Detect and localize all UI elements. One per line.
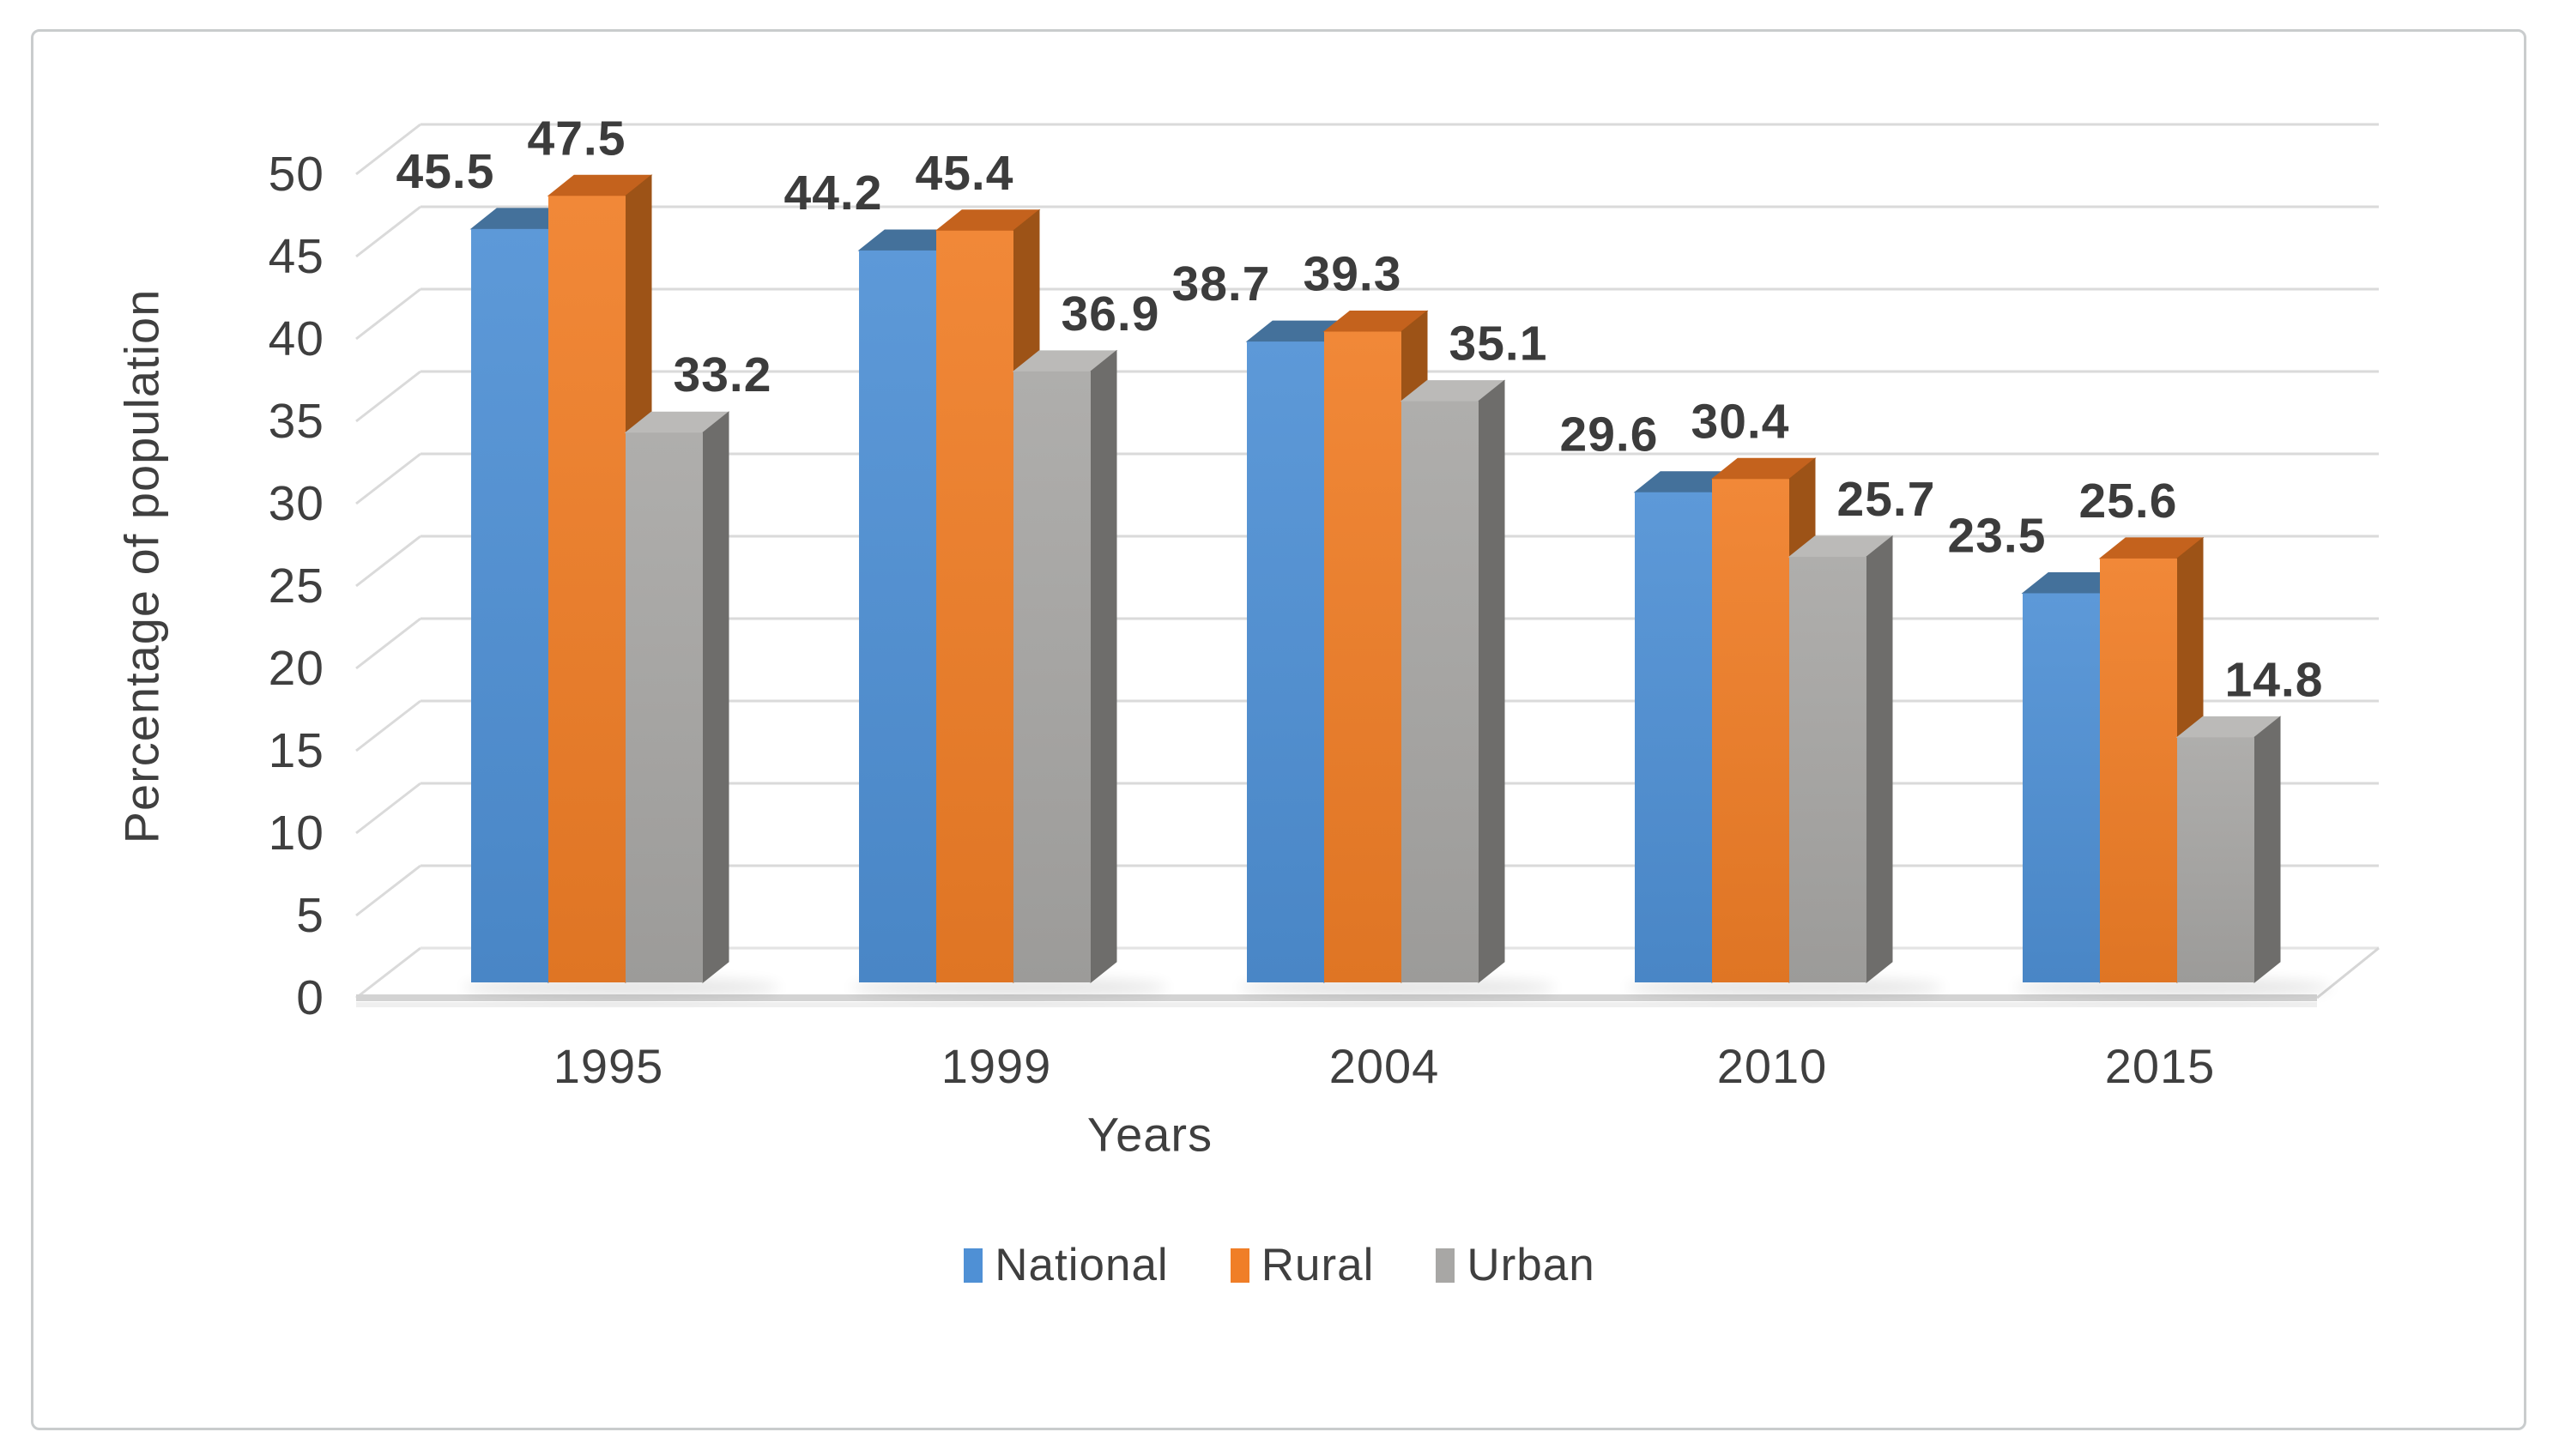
gridline-connector-0 [355,946,421,1000]
y-tick-25: 25 [269,559,324,613]
data-label-national-2004: 38.7 [1172,257,1271,311]
y-tick-20: 20 [269,641,324,696]
data-label-rural-2004: 39.3 [1304,247,1402,302]
bar-rural-2004 [1324,331,1401,982]
data-label-national-2010: 29.6 [1560,408,1659,462]
bar-national-2015 [2023,593,2100,982]
legend-label-urban: Urban [1467,1240,1595,1290]
gridline-connector-15 [355,699,421,752]
data-label-urban-1995: 33.2 [674,347,772,402]
bar-side-urban-1999 [1090,349,1117,984]
bar-shadow-2010 [1626,978,1944,997]
y-tick-15: 15 [269,723,324,778]
legend-label-rural: Rural [1261,1240,1375,1290]
gridline-connector-25 [355,535,421,588]
bar-national-2010 [1635,492,1712,982]
data-label-urban-2004: 35.1 [1449,317,1548,372]
x-axis-title: Years [1086,1107,1213,1162]
floor-right-edge [2316,946,2380,1000]
data-label-rural-1995: 47.5 [528,111,626,166]
data-label-rural-2010: 30.4 [1691,394,1790,449]
bar-side-urban-2004 [1478,379,1505,984]
data-label-urban-1999: 36.9 [1062,287,1160,341]
gridline-connector-40 [355,287,421,341]
x-tick-1999: 1999 [941,1039,1052,1093]
legend-item-rural: Rural [1230,1239,1375,1291]
bar-national-2004 [1247,341,1324,983]
bar-side-urban-1995 [702,411,729,984]
legend-swatch-national [964,1248,983,1283]
y-tick-50: 50 [269,147,324,202]
y-tick-35: 35 [269,394,324,449]
bar-national-1999 [859,250,936,982]
legend-swatch-urban [1436,1248,1455,1283]
y-tick-0: 0 [296,970,324,1025]
legend-item-national: National [964,1239,1168,1291]
y-tick-5: 5 [296,888,324,943]
x-tick-1995: 1995 [554,1039,664,1093]
bar-shadow-2015 [2014,978,2332,997]
data-label-national-2015: 23.5 [1948,508,2047,563]
bar-urban-2015 [2177,737,2254,982]
bar-shadow-1995 [463,978,780,997]
bar-national-1995 [471,228,548,983]
y-axis-title: Percentage of population [114,288,169,844]
bar-urban-2010 [1789,556,1866,982]
bar-side-urban-2015 [2253,716,2281,984]
data-label-urban-2010: 25.7 [1837,472,1936,527]
y-tick-40: 40 [269,311,324,366]
gridline-connector-45 [355,205,421,258]
y-tick-10: 10 [269,806,324,861]
legend-label-national: National [995,1240,1169,1290]
bar-shadow-1999 [850,978,1168,997]
bar-shadow-2004 [1238,978,1556,997]
y-tick-30: 30 [269,476,324,531]
bar-urban-1999 [1013,371,1091,983]
x-tick-2010: 2010 [1717,1039,1828,1093]
x-tick-2015: 2015 [2105,1039,2216,1093]
data-label-rural-1999: 45.4 [916,146,1014,201]
gridline-connector-35 [355,370,421,423]
gridline-connector-10 [355,782,421,835]
bar-rural-1995 [548,196,626,982]
bar-rural-2010 [1712,479,1789,982]
x-tick-2004: 2004 [1329,1039,1440,1093]
y-tick-45: 45 [269,229,324,284]
data-label-rural-2015: 25.6 [2079,474,2178,529]
gridline-connector-50 [355,123,421,176]
gridline-connector-20 [355,617,421,670]
gridline-connector-30 [355,452,421,505]
legend-swatch-rural [1230,1248,1249,1283]
bar-side-urban-2010 [1866,535,1893,984]
bar-urban-2004 [1401,401,1479,982]
data-label-urban-2015: 14.8 [2225,652,2324,707]
gridline-connector-5 [355,864,421,917]
chart-legend: National Rural Urban [0,1239,2559,1291]
bar-rural-1999 [936,230,1013,982]
data-label-national-1999: 44.2 [784,166,883,221]
legend-item-urban: Urban [1436,1239,1594,1291]
data-label-national-1995: 45.5 [396,144,495,199]
bar-urban-1995 [626,432,703,982]
bar-rural-2015 [2100,558,2177,982]
